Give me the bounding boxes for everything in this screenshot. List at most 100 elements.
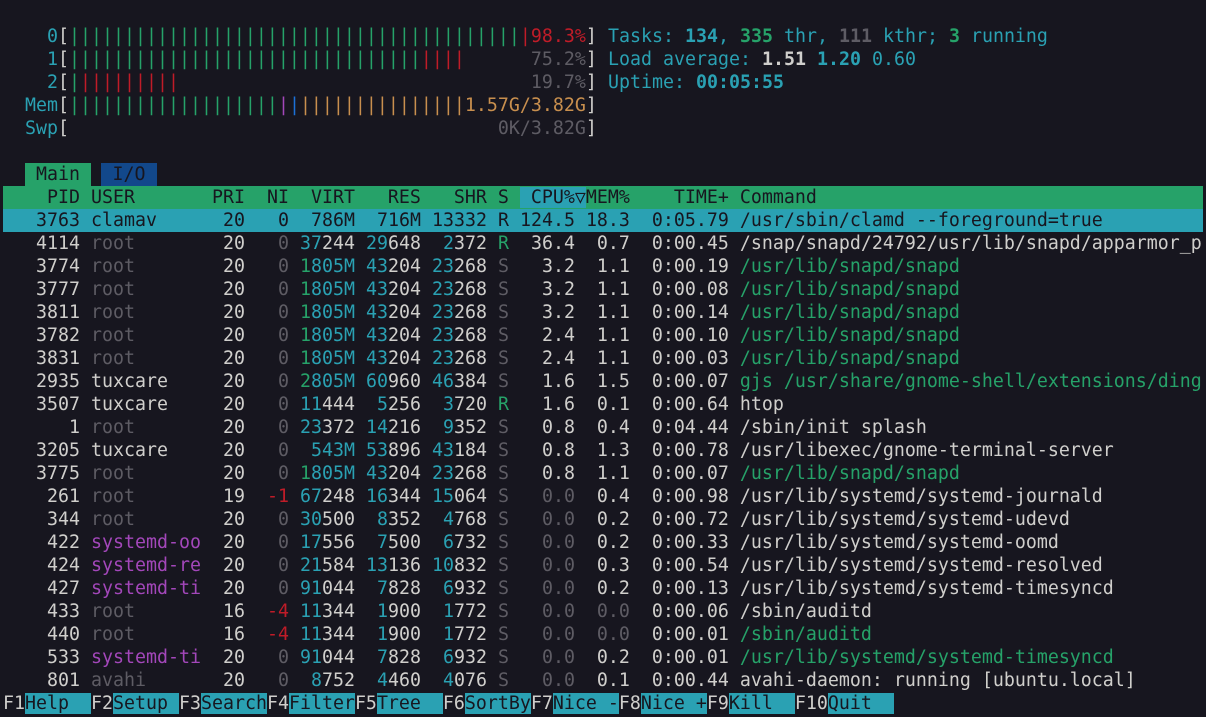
virt-giga: 1 <box>299 279 311 300</box>
column-header-mem[interactable]: MEM% <box>585 187 641 208</box>
process-row[interactable]: 344 root 20 0 30500 8352 4768 S 0.0 0.2 … <box>3 508 1203 531</box>
priority: 16 <box>211 624 256 645</box>
process-row[interactable]: 2935 tuxcare 20 0 2805M 60960 46384 S 1.… <box>3 370 1203 393</box>
column-header-virt[interactable]: VIRT <box>299 187 366 208</box>
priority: 20 <box>211 348 256 369</box>
column-header-s[interactable]: S <box>497 187 520 208</box>
shr-kilo: 268 <box>453 325 487 346</box>
function-setup-button[interactable]: Setup <box>112 693 179 714</box>
column-header-pid[interactable]: PID <box>3 187 91 208</box>
function-help-button[interactable]: Help <box>25 693 91 714</box>
mem-percent: 0.2 <box>585 578 641 599</box>
fkey-f5[interactable]: F5 <box>354 693 377 714</box>
fkey-f1[interactable]: F1 <box>3 693 25 714</box>
tab-main[interactable]: Main <box>25 163 91 186</box>
shr-mega: 4 <box>442 670 454 691</box>
process-row[interactable]: 533 systemd-ti 20 0 91044 7828 6932 S 0.… <box>3 646 1203 669</box>
cpu-time: 0:00.44 <box>640 670 740 691</box>
res: 716M <box>376 210 421 231</box>
cpu-percent: 36.4 <box>519 233 586 254</box>
command: /usr/lib/systemd/systemd-oomd <box>739 532 1059 553</box>
function-tree-button[interactable]: Tree <box>376 693 443 714</box>
state: S <box>497 417 520 438</box>
sep <box>487 348 498 369</box>
column-header-user[interactable]: USER <box>90 187 212 208</box>
state: S <box>497 325 520 346</box>
function-quit-button[interactable]: Quit <box>827 693 894 714</box>
process-row[interactable]: 3831 root 20 0 1805M 43204 23268 S 2.4 1… <box>3 347 1203 370</box>
virt-mega: 805M <box>310 371 355 392</box>
process-row[interactable]: 433 root 16 -4 11344 1900 1772 S 0.0 0.0… <box>3 600 1203 623</box>
function-filter-button[interactable]: Filter <box>288 693 355 714</box>
column-header-res[interactable]: RES <box>365 187 432 208</box>
column-header-ni[interactable]: NI <box>255 187 300 208</box>
state: S <box>497 647 520 668</box>
uptime: Uptime: 00:05:55 <box>608 71 784 94</box>
fkey-f8[interactable]: F8 <box>618 693 641 714</box>
fkey-f7[interactable]: F7 <box>530 693 553 714</box>
process-row[interactable]: 422 systemd-oo 20 0 17556 7500 6732 S 0.… <box>3 531 1203 554</box>
fkey-f2[interactable]: F2 <box>90 693 113 714</box>
function-nice-button[interactable]: Nice - <box>552 693 619 714</box>
virt-mega: 23 <box>299 417 322 438</box>
fkey-f10[interactable]: F10 <box>794 693 828 714</box>
res-mega: 5 <box>376 394 388 415</box>
column-header-time[interactable]: TIME+ <box>640 187 740 208</box>
fkey-f3[interactable]: F3 <box>178 693 201 714</box>
process-row[interactable]: 427 systemd-ti 20 0 91044 7828 6932 S 0.… <box>3 577 1203 600</box>
process-row[interactable]: 424 systemd-re 20 0 21584 13136 10832 S … <box>3 554 1203 577</box>
virt-kilo: 372 <box>321 417 355 438</box>
priority: 20 <box>211 371 256 392</box>
user: tuxcare <box>90 371 212 392</box>
process-row[interactable]: 3763 clamav 20 0 786M 716M 13332 R 124.5… <box>3 209 1203 232</box>
sep <box>421 624 432 645</box>
function-sortby-button[interactable]: SortBy <box>464 693 531 714</box>
nice: -4 <box>255 601 300 622</box>
res-mega: 43 <box>365 256 388 277</box>
shr-mega: 23 <box>431 256 454 277</box>
virt: 543M <box>310 440 355 461</box>
process-row[interactable]: 3811 root 20 0 1805M 43204 23268 S 3.2 1… <box>3 301 1203 324</box>
column-header-pri[interactable]: PRI <box>211 187 256 208</box>
column-header-command[interactable]: Command <box>739 187 817 208</box>
sep <box>487 394 498 415</box>
virt-kilo: 044 <box>321 578 355 599</box>
process-row[interactable]: 3205 tuxcare 20 0 543M 53896 43184 S 0.8… <box>3 439 1203 462</box>
process-row[interactable]: 3775 root 20 0 1805M 43204 23268 S 0.8 1… <box>3 462 1203 485</box>
virt-kilo: 584 <box>321 555 355 576</box>
swap-meter: Swp[ 0K/3.82G] <box>3 117 597 140</box>
process-row[interactable]: 3782 root 20 0 1805M 43204 23268 S 2.4 1… <box>3 324 1203 347</box>
process-row[interactable]: 261 root 19 -1 67248 16344 15064 S 0.0 0… <box>3 485 1203 508</box>
cpu-time: 0:00.72 <box>640 509 740 530</box>
meter-gap <box>179 72 531 93</box>
tab-io[interactable]: I/O <box>101 163 157 186</box>
fkey-f4[interactable]: F4 <box>266 693 289 714</box>
process-row[interactable]: 4114 root 20 0 37244 29648 2372 R 36.4 0… <box>3 232 1203 255</box>
virt-kilo: 556 <box>321 532 355 553</box>
sep <box>421 532 432 553</box>
process-row[interactable]: 3777 root 20 0 1805M 43204 23268 S 3.2 1… <box>3 278 1203 301</box>
column-header-cpu[interactable]: CPU%▽ <box>519 187 586 208</box>
function-kill-button[interactable]: Kill <box>728 693 795 714</box>
function-nice-button[interactable]: Nice + <box>640 693 707 714</box>
pid: 427 <box>3 578 91 599</box>
fkey-f6[interactable]: F6 <box>442 693 465 714</box>
sep <box>487 647 498 668</box>
fkey-f9[interactable]: F9 <box>706 693 729 714</box>
shr-mega: 23 <box>431 348 454 369</box>
process-row[interactable]: 440 root 16 -4 11344 1900 1772 S 0.0 0.0… <box>3 623 1203 646</box>
process-row[interactable]: 1 root 20 0 23372 14216 9352 S 0.8 0.4 0… <box>3 416 1203 439</box>
mem-percent: 0.2 <box>585 509 641 530</box>
virt-mega: 37 <box>299 233 322 254</box>
command: /sbin/auditd <box>739 601 872 622</box>
column-header-shr[interactable]: SHR <box>431 187 498 208</box>
sep <box>421 578 432 599</box>
user: root <box>90 302 212 323</box>
virt-kilo: 444 <box>321 394 355 415</box>
process-row[interactable]: 3507 tuxcare 20 0 11444 5256 3720 R 1.6 … <box>3 393 1203 416</box>
function-search-button[interactable]: Search <box>200 693 267 714</box>
process-row[interactable]: 801 avahi 20 0 8752 4460 4076 S 0.0 0.1 … <box>3 669 1203 692</box>
process-row[interactable]: 3774 root 20 0 1805M 43204 23268 S 3.2 1… <box>3 255 1203 278</box>
shr-mega: 3 <box>442 394 454 415</box>
sep <box>355 578 366 599</box>
